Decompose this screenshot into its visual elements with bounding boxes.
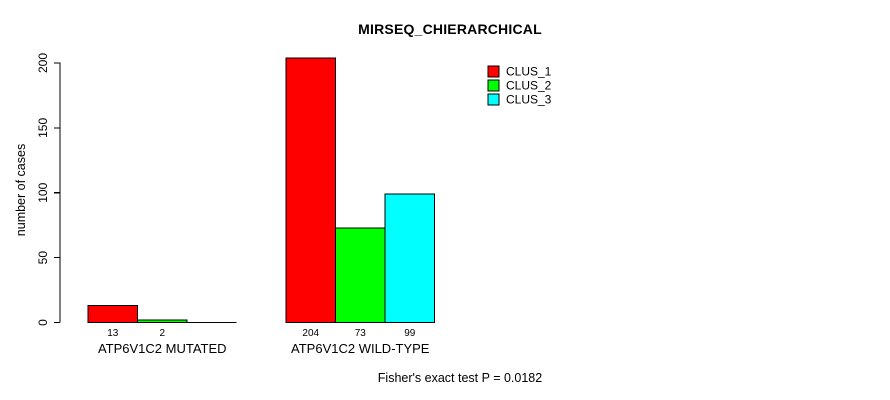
bar-clus_2-group1 bbox=[137, 319, 188, 323]
bar-clus_3-group2 bbox=[384, 193, 435, 323]
legend-label: CLUS_2 bbox=[506, 79, 552, 93]
y-tick-label: 0 bbox=[36, 319, 50, 326]
bar-clus_1-group1 bbox=[87, 305, 138, 324]
legend-label: CLUS_1 bbox=[506, 65, 552, 79]
y-tick-label: 150 bbox=[36, 118, 50, 138]
legend-label: CLUS_3 bbox=[506, 93, 552, 107]
y-tick-label: 200 bbox=[36, 53, 50, 73]
legend-swatch-clus_3 bbox=[487, 93, 500, 106]
bar-value-label: 99 bbox=[404, 328, 416, 339]
category-label: ATP6V1C2 WILD-TYPE bbox=[291, 341, 430, 356]
bar-value-label: 204 bbox=[302, 328, 319, 339]
chart-title: MIRSEQ_CHIERARCHICAL bbox=[358, 21, 542, 37]
y-tick-label: 100 bbox=[36, 182, 50, 202]
category-label: ATP6V1C2 MUTATED bbox=[98, 341, 227, 356]
y-tick-label: 50 bbox=[36, 251, 50, 265]
bar-value-label: 13 bbox=[107, 328, 119, 339]
fisher-test-annotation: Fisher's exact test P = 0.0182 bbox=[377, 371, 543, 385]
legend-swatch-clus_2 bbox=[487, 79, 500, 92]
bar-value-label: 73 bbox=[355, 328, 367, 339]
legend-swatch-clus_1 bbox=[487, 65, 500, 78]
bar-clus_1-group2 bbox=[285, 57, 336, 324]
bar-value-label: 2 bbox=[159, 328, 165, 339]
bar-clus_2-group2 bbox=[335, 227, 386, 323]
